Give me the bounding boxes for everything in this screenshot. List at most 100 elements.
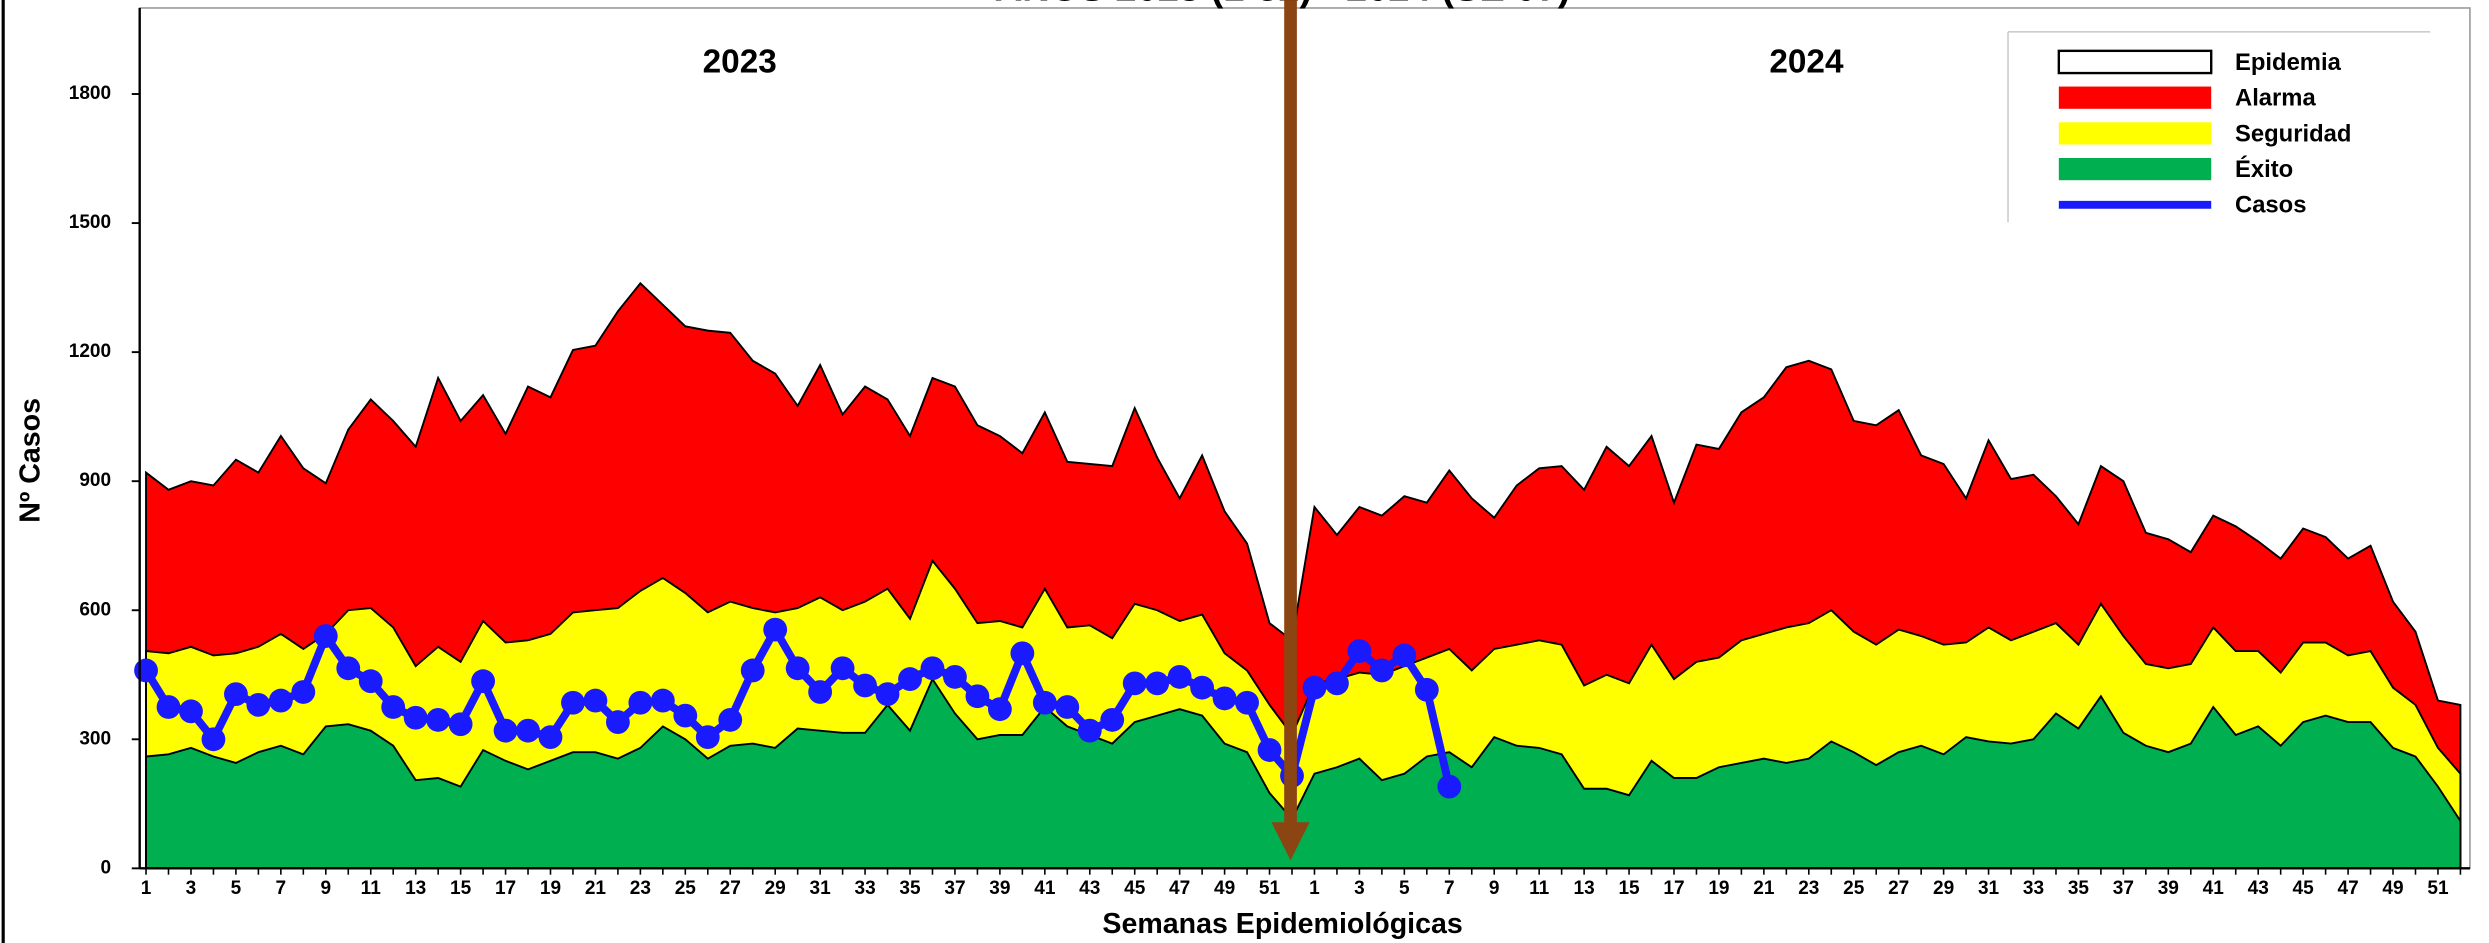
x-tick-label: 15 [450, 878, 472, 899]
cases-marker [673, 703, 698, 728]
x-tick-label: 39 [989, 878, 1010, 899]
cases-marker [785, 656, 810, 681]
cases-marker [1437, 774, 1462, 799]
x-tick-label: 27 [1888, 878, 1909, 899]
cases-marker [740, 658, 765, 683]
x-tick-label: 17 [1663, 878, 1684, 899]
cases-marker [358, 669, 383, 694]
legend-label: Casos [2235, 192, 2306, 219]
legend-label: Alarma [2235, 85, 2316, 112]
area-3 [145, 677, 2462, 870]
cases-marker [830, 656, 855, 681]
cases-marker [1235, 690, 1259, 715]
x-tick-label: 37 [944, 878, 965, 899]
x-tick-label: 51 [1259, 878, 1281, 899]
cases-marker [471, 669, 495, 694]
y-tick-label: 1800 [69, 83, 111, 104]
legend-label: Epidemia [2235, 49, 2342, 76]
legend-swatch [2058, 122, 2212, 145]
x-tick-label: 39 [2158, 878, 2179, 899]
cases-marker [1032, 690, 1057, 715]
legend-label: Éxito [2235, 155, 2293, 183]
x-tick-label: 41 [2203, 878, 2225, 899]
chart-title: AÑOS 2023 (1-52) - 2024 (SE 07) [995, 0, 1571, 10]
x-tick-label: 13 [1574, 878, 1595, 899]
x-tick-label: 3 [186, 878, 197, 899]
cases-marker [1055, 695, 1080, 719]
x-tick-label: 31 [810, 878, 832, 899]
x-tick-label: 33 [2023, 878, 2044, 899]
legend-swatch [2058, 86, 2212, 109]
cases-marker [1010, 641, 1035, 666]
x-tick-label: 7 [276, 878, 287, 899]
cases-marker [1167, 665, 1192, 689]
x-tick-label: 29 [765, 878, 786, 899]
cases-marker [313, 624, 338, 648]
x-tick-label: 21 [1753, 878, 1775, 899]
x-tick-label: 25 [1843, 878, 1865, 899]
cases-marker [246, 692, 271, 717]
arrow-shaft [1284, 0, 1297, 826]
y-tick-label: 600 [79, 599, 111, 620]
arrow-head [1271, 822, 1310, 861]
x-tick-label: 23 [630, 878, 651, 899]
x-tick-label: 19 [1708, 878, 1729, 899]
cases-marker [1369, 658, 1394, 683]
x-tick-label: 37 [2113, 878, 2134, 899]
cases-marker [853, 673, 877, 698]
x-tick-label: 13 [405, 878, 426, 899]
cases-marker [943, 665, 967, 689]
legend-label: Seguridad [2235, 120, 2351, 147]
x-tick-label: 21 [585, 878, 607, 899]
cases-marker [179, 699, 203, 724]
y-tick-label: 900 [79, 470, 111, 491]
x-tick-label: 35 [2068, 878, 2090, 899]
x-tick-label: 45 [2293, 878, 2315, 899]
cases-marker [808, 680, 833, 704]
cases-marker [1302, 675, 1327, 700]
year-label: 2023 [703, 43, 777, 80]
cases-marker [763, 617, 788, 642]
cases-marker [718, 708, 743, 732]
x-tick-label: 35 [899, 878, 921, 899]
x-tick-label: 11 [1529, 878, 1550, 899]
cases-marker [381, 695, 406, 719]
x-tick-label: 31 [1978, 878, 2000, 899]
y-tick-label: 1200 [69, 341, 111, 362]
cases-marker [1100, 708, 1125, 732]
legend-swatch [2057, 49, 2213, 75]
cases-marker [1414, 677, 1439, 702]
cases-marker [1325, 671, 1349, 696]
x-tick-label: 47 [1169, 878, 1190, 899]
cases-marker [516, 718, 540, 743]
cases-marker [134, 658, 158, 683]
x-tick-label: 43 [1079, 878, 1100, 899]
cases-marker [1212, 686, 1237, 711]
x-tick-label: 47 [2337, 878, 2358, 899]
x-tick-label: 49 [1214, 878, 1235, 899]
cases-marker [224, 682, 248, 707]
x-tick-label: 1 [1309, 878, 1320, 899]
cases-marker [898, 667, 922, 691]
cases-marker [336, 656, 361, 681]
x-tick-label: 7 [1444, 878, 1455, 899]
x-tick-label: 3 [1354, 878, 1365, 899]
x-tick-label: 5 [1399, 878, 1410, 899]
cases-marker [875, 682, 900, 707]
cases-marker [426, 708, 451, 732]
x-tick-label: 45 [1124, 878, 1146, 899]
y-tick-label: 300 [79, 728, 111, 749]
cases-marker [695, 725, 720, 750]
cases-marker [538, 725, 563, 750]
cases-marker [1122, 671, 1147, 696]
x-tick-label: 33 [854, 878, 875, 899]
cases-marker [448, 712, 473, 737]
cases-marker [291, 680, 316, 704]
x-tick-label: 9 [320, 878, 331, 899]
cases-marker [583, 688, 608, 713]
cases-marker [650, 688, 675, 713]
cases-marker [1347, 639, 1372, 664]
x-tick-label: 19 [540, 878, 561, 899]
x-tick-label: 15 [1618, 878, 1640, 899]
